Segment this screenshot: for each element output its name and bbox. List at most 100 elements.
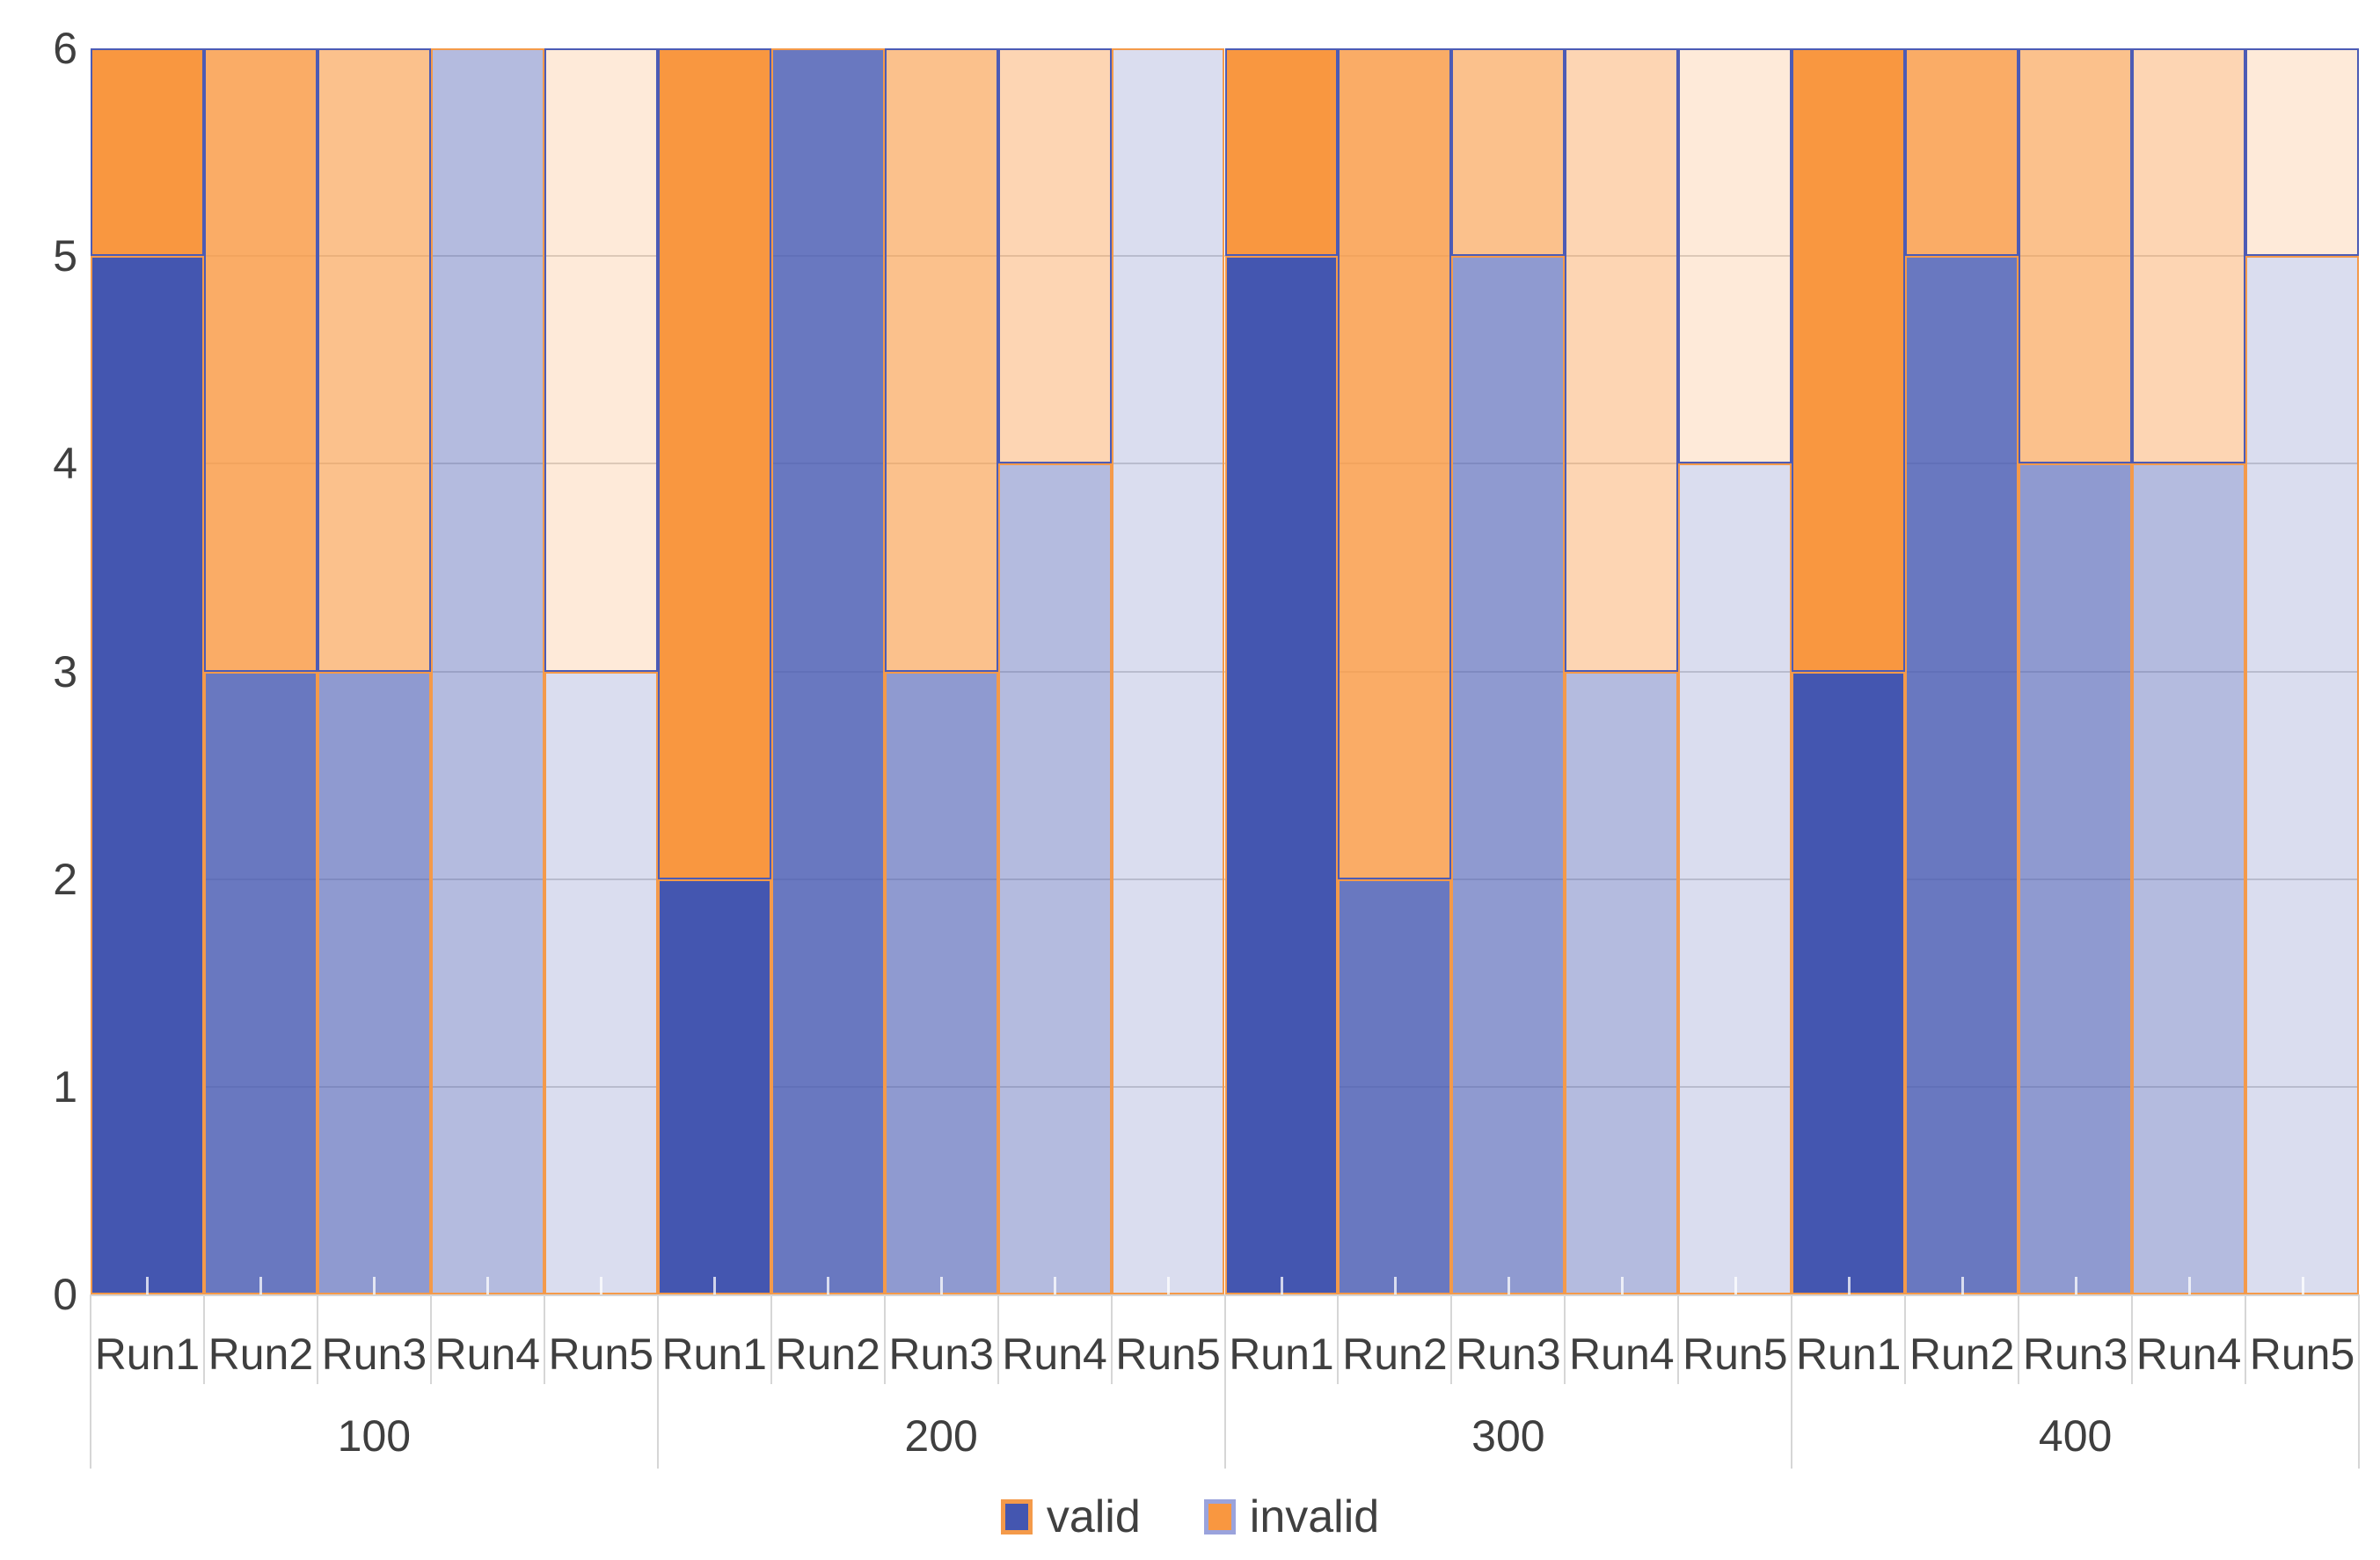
bar-segment-invalid[interactable] [1224, 48, 1339, 257]
bar-segment-invalid[interactable] [544, 48, 658, 672]
bar-segment-valid[interactable] [430, 48, 544, 1294]
x-axis-run-label: Run5 [2249, 1330, 2355, 1379]
run-separator [770, 1294, 772, 1384]
x-axis-run-label: Run2 [1342, 1330, 1448, 1379]
x-axis-group-label: 300 [1471, 1411, 1545, 1461]
bar-segment-valid[interactable] [1678, 463, 1792, 1294]
y-axis-tick-label: 5 [53, 231, 77, 281]
x-axis-run-label: Run4 [1569, 1330, 1675, 1379]
run-separator [2131, 1294, 2134, 1384]
y-axis-tick-label: 1 [53, 1061, 77, 1112]
bar-segment-valid[interactable] [2019, 463, 2133, 1294]
x-axis-run-label: Run3 [888, 1330, 994, 1379]
bar-segment-invalid[interactable] [2019, 48, 2133, 464]
bar-segment-valid[interactable] [2132, 463, 2246, 1294]
bar-segment-invalid[interactable] [997, 48, 1112, 464]
x-axis-run-label: Run3 [2022, 1330, 2128, 1379]
bar-segment-valid[interactable] [203, 671, 318, 1294]
category-tick [1167, 1277, 1171, 1294]
category-tick [1280, 1277, 1283, 1294]
group-separator [90, 1294, 91, 1469]
bar-segment-valid[interactable] [1111, 48, 1225, 1294]
category-tick [146, 1277, 150, 1294]
run-separator [202, 1294, 205, 1384]
category-tick [713, 1277, 717, 1294]
x-axis-group-label: 400 [2038, 1411, 2113, 1461]
bar-segment-invalid[interactable] [317, 48, 431, 672]
x-axis-run-label: Run1 [661, 1330, 767, 1379]
category-tick [373, 1277, 376, 1294]
category-tick [1960, 1277, 1964, 1294]
bar-segment-valid[interactable] [1338, 878, 1452, 1294]
bar-segment-valid[interactable] [1565, 671, 1679, 1294]
bar-segment-valid[interactable] [1792, 671, 1906, 1294]
x-axis-run-label: Run1 [94, 1330, 201, 1379]
run-separator [883, 1294, 886, 1384]
x-axis-run-label: Run1 [1795, 1330, 1902, 1379]
group-separator [2358, 1294, 2360, 1469]
run-separator [2245, 1294, 2247, 1384]
category-tick [2301, 1277, 2304, 1294]
run-separator [1677, 1294, 1680, 1384]
bar-segment-invalid[interactable] [657, 48, 771, 879]
category-tick [600, 1277, 603, 1294]
x-axis-group-label: 200 [904, 1411, 978, 1461]
x-axis-run-label: Run1 [1229, 1330, 1334, 1379]
bar-segment-invalid[interactable] [1678, 48, 1792, 464]
category-tick [486, 1277, 490, 1294]
bar-segment-valid[interactable] [997, 463, 1112, 1294]
category-tick [1734, 1277, 1737, 1294]
bar-segment-invalid[interactable] [203, 48, 318, 672]
x-axis-group-label: 100 [337, 1411, 412, 1461]
legend-swatch-invalid-icon [1203, 1499, 1236, 1534]
group-separator [1223, 1294, 1226, 1469]
y-axis-tick-label: 0 [53, 1270, 77, 1319]
run-separator [543, 1294, 545, 1384]
run-separator [1110, 1294, 1113, 1384]
bar-segment-invalid[interactable] [1792, 48, 1906, 672]
bar-segment-valid[interactable] [1451, 256, 1566, 1294]
x-axis-run-label: Run2 [1909, 1330, 2015, 1379]
bar-segment-valid[interactable] [91, 256, 204, 1294]
bar-segment-valid[interactable] [544, 671, 658, 1294]
bar-segment-valid[interactable] [2245, 256, 2359, 1294]
y-axis-tick-label: 3 [53, 646, 77, 696]
x-axis-run-label: Run4 [434, 1330, 541, 1379]
bar-segment-valid[interactable] [770, 48, 885, 1294]
run-separator [1904, 1294, 1907, 1384]
legend-label-invalid: invalid [1249, 1491, 1380, 1542]
category-tick [1054, 1277, 1057, 1294]
bar-segment-invalid[interactable] [1565, 48, 1679, 672]
y-axis-tick-label: 6 [53, 24, 77, 73]
bar-segment-invalid[interactable] [1338, 48, 1452, 879]
x-axis-run-label: Run2 [775, 1330, 880, 1379]
y-axis-tick-label: 4 [53, 439, 77, 489]
legend: valid invalid [0, 1486, 2380, 1548]
legend-item-invalid[interactable]: invalid [1203, 1491, 1380, 1543]
bar-segment-valid[interactable] [317, 671, 431, 1294]
category-tick [259, 1277, 263, 1294]
bar-segment-invalid[interactable] [2132, 48, 2246, 464]
bar-segment-valid[interactable] [1224, 256, 1339, 1294]
bar-segment-invalid[interactable] [884, 48, 998, 672]
x-axis-run-label: Run2 [208, 1330, 314, 1379]
bar-segment-invalid[interactable] [1451, 48, 1566, 257]
run-separator [1337, 1294, 1340, 1384]
bar-segment-invalid[interactable] [2245, 48, 2359, 257]
run-separator [429, 1294, 432, 1384]
bar-segment-valid[interactable] [657, 878, 771, 1294]
bar-segment-invalid[interactable] [1905, 48, 2019, 257]
x-axis-run-label: Run3 [1456, 1330, 1561, 1379]
bar-segment-valid[interactable] [1905, 256, 2019, 1294]
legend-item-valid[interactable]: valid [1000, 1491, 1141, 1543]
y-axis-tick-label: 2 [53, 854, 77, 904]
x-axis-run-label: Run5 [548, 1330, 654, 1379]
x-axis-run-label: Run5 [1683, 1330, 1788, 1379]
category-tick [2187, 1277, 2191, 1294]
category-tick [940, 1277, 944, 1294]
category-tick [2074, 1277, 2077, 1294]
category-tick [827, 1277, 830, 1294]
x-axis-run-label: Run3 [321, 1330, 427, 1379]
bar-segment-valid[interactable] [884, 671, 998, 1294]
bar-segment-invalid[interactable] [91, 48, 204, 257]
